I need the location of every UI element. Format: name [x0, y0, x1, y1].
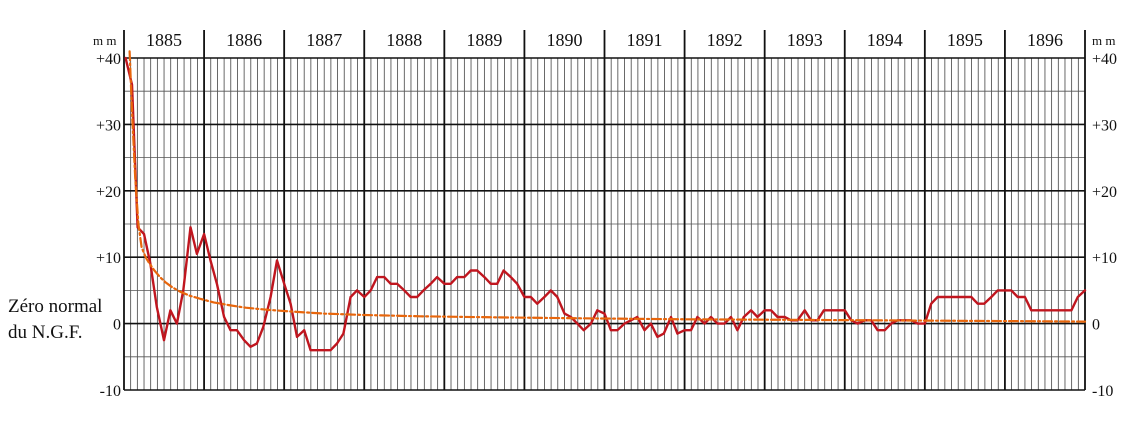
y-tick-label: 0	[1092, 317, 1100, 334]
year-label: 1889	[466, 30, 502, 50]
unit-label-left: m m	[93, 33, 116, 48]
y-tick-label: +40	[96, 51, 121, 68]
year-label: 1892	[707, 30, 743, 50]
year-label: 1894	[867, 30, 903, 50]
y-tick-label: -10	[1092, 383, 1113, 400]
year-labels: 1885 1886 1887 1888 1889 1890 1891 1892 1893 1894…	[146, 30, 1063, 50]
year-label: 1893	[787, 30, 823, 50]
y-tick-label: -10	[100, 383, 121, 400]
year-label: 1886	[226, 30, 262, 50]
y-tick-label: +20	[96, 184, 121, 201]
major-gridlines	[123, 30, 1086, 391]
year-label: 1888	[386, 30, 422, 50]
y-tick-label: +10	[96, 250, 121, 267]
year-label: 1896	[1027, 30, 1063, 50]
series-line-1	[124, 56, 1087, 352]
y-tick-labels-right: +40 +30 +20 +10 0 -10	[1092, 51, 1117, 400]
y-tick-label: +10	[1092, 250, 1117, 267]
unit-label-right: m m	[1092, 33, 1115, 48]
y-tick-labels-left: +40 +30 +20 +10 0 -10	[96, 51, 121, 400]
year-label: 1890	[546, 30, 582, 50]
y-tick-label: +30	[1092, 117, 1117, 134]
year-label: 1885	[146, 30, 182, 50]
y-tick-label: +30	[96, 117, 121, 134]
series-lines	[124, 50, 1087, 352]
year-label: 1895	[947, 30, 983, 50]
y-tick-label: +40	[1092, 51, 1117, 68]
year-label: 1887	[306, 30, 342, 50]
y-tick-label: 0	[113, 317, 121, 334]
year-label: 1891	[627, 30, 663, 50]
series-line-2	[128, 50, 1087, 323]
zero-label-line1: Zéro normal	[8, 296, 103, 317]
y-tick-label: +20	[1092, 184, 1117, 201]
zero-label-line2: du N.G.F.	[8, 322, 83, 343]
